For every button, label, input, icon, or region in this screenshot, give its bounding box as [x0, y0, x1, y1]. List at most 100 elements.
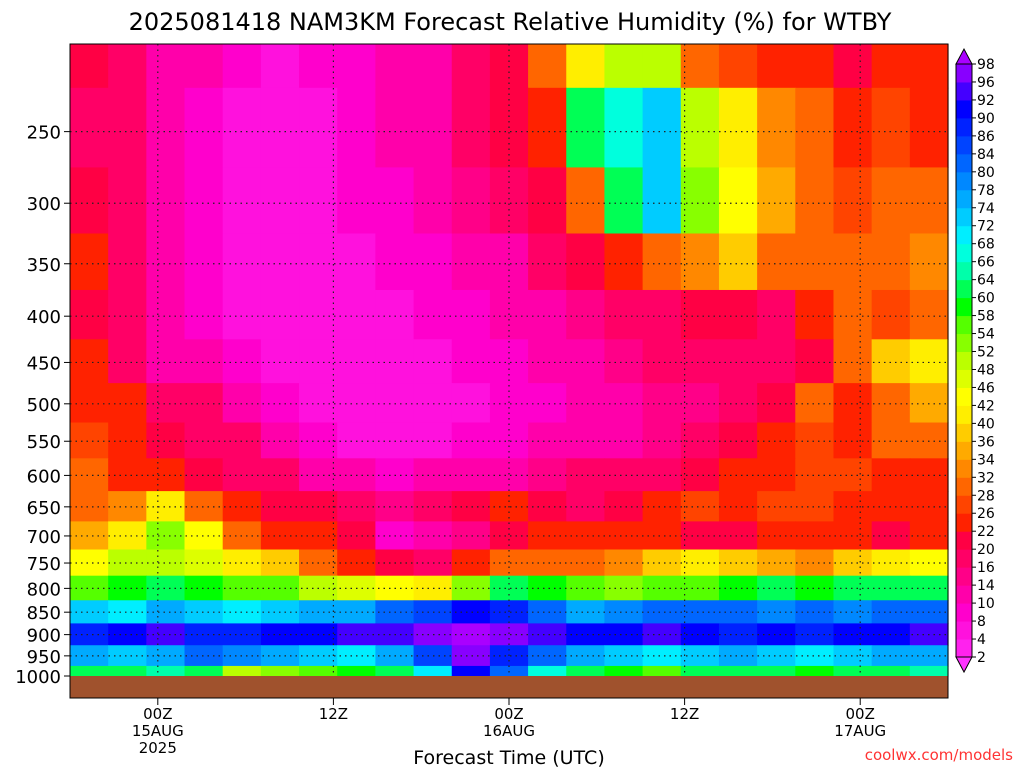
- rh-cell: [604, 665, 644, 677]
- rh-cell: [833, 600, 873, 625]
- rh-cell: [718, 339, 758, 384]
- rh-cell: [413, 600, 453, 625]
- rh-cell: [108, 289, 147, 340]
- rh-cell: [451, 383, 491, 424]
- rh-cell: [413, 521, 453, 551]
- rh-cell: [413, 623, 453, 646]
- rh-cell: [108, 458, 147, 492]
- rh-cell: [718, 87, 758, 169]
- rh-cell: [451, 521, 491, 551]
- rh-cell: [260, 87, 300, 169]
- rh-cell: [70, 383, 109, 424]
- colorbar-swatch: [956, 423, 972, 442]
- y-tick-label: 350: [27, 255, 61, 276]
- rh-cell: [108, 44, 147, 89]
- rh-cell: [833, 521, 873, 551]
- colorbar-swatch: [956, 225, 972, 245]
- rh-cell: [909, 233, 949, 291]
- rh-cell: [184, 339, 224, 384]
- rh-cell: [528, 549, 567, 577]
- rh-cell: [833, 233, 873, 291]
- rh-cell: [146, 491, 186, 522]
- rh-cell: [871, 44, 911, 89]
- rh-cell: [871, 339, 911, 384]
- rh-cell: [337, 665, 376, 677]
- colorbar-swatch: [956, 243, 972, 263]
- rh-cell: [184, 521, 224, 551]
- colorbar-swatch: [956, 513, 972, 532]
- rh-cell: [146, 167, 186, 235]
- x-tick-label: 15AUG: [132, 722, 184, 740]
- rh-cell: [299, 665, 338, 677]
- rh-cell: [757, 600, 796, 625]
- rh-cell: [222, 289, 262, 340]
- rh-cell: [222, 44, 262, 89]
- colorbar-label: 26: [977, 506, 995, 522]
- rh-cell: [680, 665, 720, 677]
- rh-cell: [566, 87, 606, 169]
- rh-cell: [222, 645, 262, 667]
- rh-cell: [184, 491, 224, 522]
- colorbar-swatch: [956, 135, 972, 155]
- rh-cell: [222, 458, 262, 492]
- colorbar-label: 54: [977, 327, 995, 343]
- rh-cell: [451, 289, 491, 340]
- rh-cell: [146, 422, 186, 459]
- rh-cell: [909, 665, 949, 677]
- rh-cell: [833, 549, 873, 577]
- rh-cell: [795, 575, 835, 601]
- rh-cell: [108, 623, 147, 646]
- rh-cell: [757, 645, 796, 667]
- rh-cell: [795, 600, 835, 625]
- colorbar-label: 58: [977, 309, 995, 325]
- rh-cell: [146, 665, 186, 677]
- rh-cell: [222, 167, 262, 235]
- rh-cell: [528, 623, 567, 646]
- rh-cell: [222, 87, 262, 169]
- rh-cell: [146, 549, 186, 577]
- y-tick-label: 550: [27, 432, 61, 453]
- rh-cell: [871, 383, 911, 424]
- rh-cell: [833, 44, 873, 89]
- rh-cell: [108, 87, 147, 169]
- rh-cell: [70, 600, 109, 625]
- rh-cell: [260, 339, 300, 384]
- rh-cell: [146, 87, 186, 169]
- rh-cell: [70, 289, 109, 340]
- rh-cell: [70, 87, 109, 169]
- rh-cell: [184, 233, 224, 291]
- rh-cell: [757, 44, 796, 89]
- rh-cell: [146, 458, 186, 492]
- x-tick-label: 00Z: [494, 705, 523, 723]
- rh-cell: [833, 645, 873, 667]
- rh-cell: [222, 665, 262, 677]
- rh-cell: [413, 549, 453, 577]
- rh-cell: [718, 289, 758, 340]
- rh-cell: [70, 167, 109, 235]
- rh-cell: [718, 600, 758, 625]
- rh-cell: [680, 44, 720, 89]
- rh-cell: [718, 645, 758, 667]
- rh-cell: [70, 623, 109, 646]
- rh-cell: [642, 339, 682, 384]
- rh-cell: [451, 665, 491, 677]
- rh-cell: [795, 623, 835, 646]
- rh-cell: [222, 549, 262, 577]
- colorbar-label: 4: [977, 632, 986, 648]
- rh-cell: [909, 339, 949, 384]
- colorbar-label: 72: [977, 219, 995, 235]
- rh-cell: [299, 383, 338, 424]
- rh-cell: [108, 600, 147, 625]
- rh-cell: [528, 383, 567, 424]
- rh-cell: [604, 87, 644, 169]
- rh-cell: [718, 665, 758, 677]
- rh-cell: [757, 623, 796, 646]
- y-tick-label: 250: [27, 123, 61, 144]
- rh-cell: [871, 422, 911, 459]
- colorbar-swatch: [956, 621, 972, 640]
- rh-cell: [642, 521, 682, 551]
- colorbar-swatch: [956, 207, 972, 227]
- rh-cell: [757, 422, 796, 459]
- colorbar-arrow-top: [955, 47, 973, 65]
- rh-cell: [108, 383, 147, 424]
